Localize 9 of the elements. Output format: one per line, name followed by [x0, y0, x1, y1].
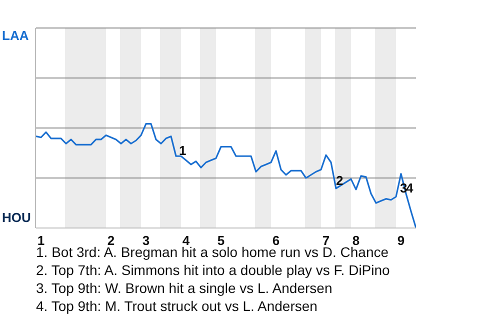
- annotation: 2: [336, 173, 344, 188]
- text: 3. Top 9th: W. Brown hit a single vs L. Andersen: [36, 279, 334, 297]
- text: HOU: [2, 210, 31, 225]
- annotation: 4: [406, 180, 414, 196]
- text: 2. Top 7th: A. Simmons hit into a double play vs F. DiPino: [36, 261, 390, 279]
- text: LAA: [2, 28, 29, 43]
- annotation: 1: [179, 143, 186, 158]
- text: 4. Top 9th: M. Trout struck out vs L. Andersen: [36, 297, 318, 315]
- x-tick-label: 9: [397, 233, 405, 248]
